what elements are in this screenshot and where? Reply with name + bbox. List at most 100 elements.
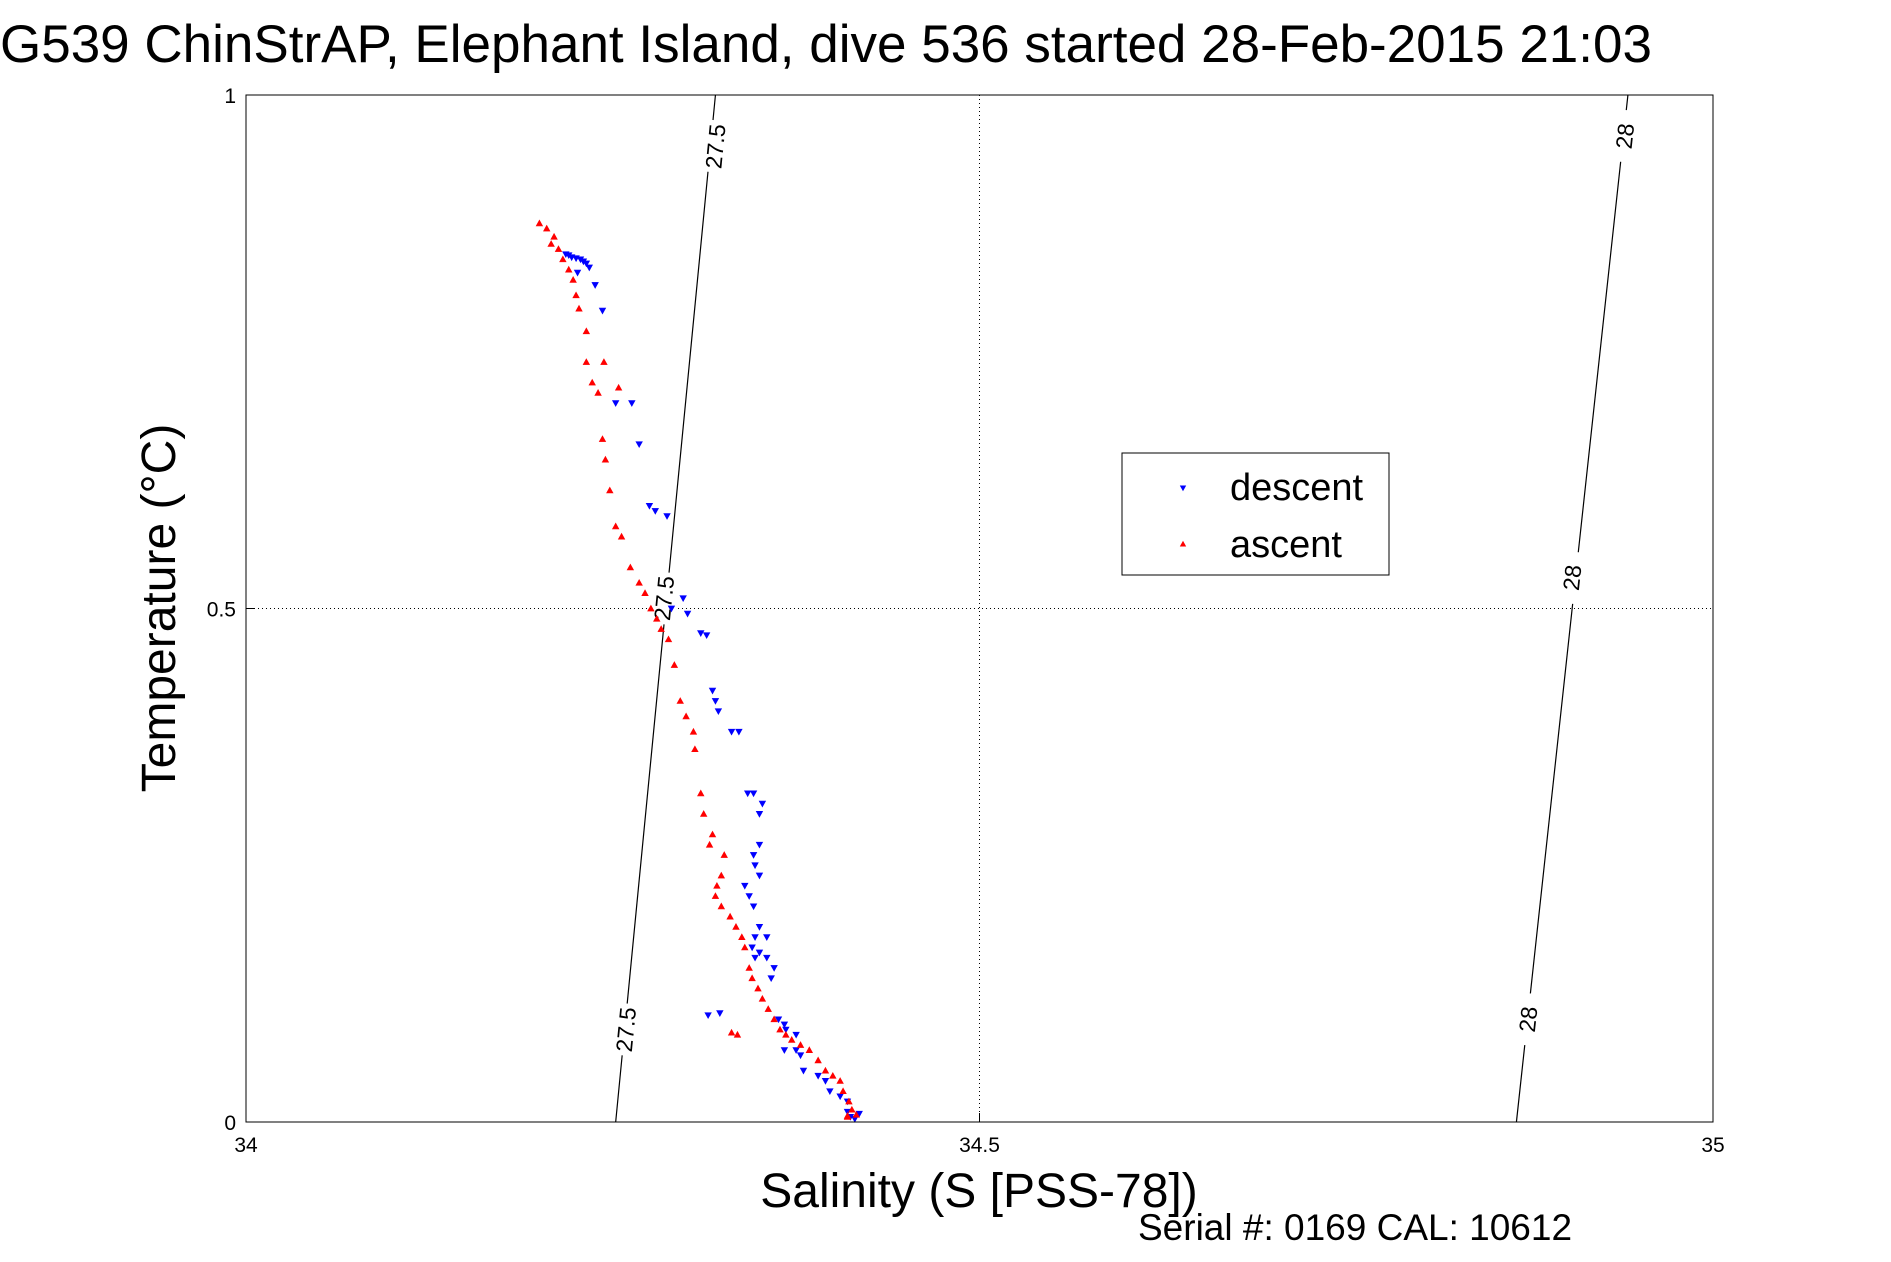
isopycnal-line [1515, 94, 1629, 1123]
ascent-point [689, 727, 698, 735]
ascent-point [647, 604, 655, 612]
descent-point [749, 852, 758, 859]
descent-point [814, 1072, 822, 1080]
ascent-point [776, 1025, 784, 1033]
ascent-point [582, 327, 591, 335]
descent-point [755, 949, 764, 957]
descent-point [763, 934, 771, 941]
descent-point [770, 965, 778, 972]
descent-point [774, 1016, 783, 1024]
descent-point [767, 975, 775, 983]
isopycnal-label: 28 [1611, 122, 1640, 150]
isopycnal-label: 27.5 [611, 1006, 641, 1053]
ascent-point [836, 1077, 844, 1084]
ascent-point [713, 881, 721, 889]
descent-point [635, 441, 643, 448]
y-tick-label: 1 [224, 85, 236, 108]
descent-point [741, 882, 749, 890]
ascent-point [821, 1066, 830, 1074]
ascent-point [805, 1046, 814, 1053]
isopycnal-label-group: 28 [1511, 991, 1545, 1047]
isopycnal-label-bg [1555, 550, 1589, 606]
axis-ticks: 34 34.5 35 0 0.5 1 [207, 85, 1725, 1157]
ascent-point [829, 1071, 837, 1079]
data-points [535, 219, 863, 1123]
isopycnal-label-group: 28 [1555, 550, 1589, 606]
isopycnal-label-bg [1511, 991, 1545, 1047]
ascent-point [550, 232, 558, 240]
descent-point [585, 264, 593, 272]
descent-point [749, 790, 758, 798]
descent-point [598, 307, 607, 315]
descent-point [751, 934, 759, 941]
ascent-point [554, 245, 563, 252]
descent-point [727, 728, 736, 736]
x-tick-label: 34 [234, 1134, 258, 1157]
ascent-point [657, 625, 665, 632]
ascent-point [796, 1041, 805, 1048]
ascent-point [598, 435, 607, 442]
ascent-point [708, 830, 717, 838]
descent-point [745, 893, 753, 900]
chart-title: G539 ChinStrAP, Elephant Island, dive 53… [0, 15, 1652, 74]
ascent-point [732, 923, 740, 930]
descent-point [645, 502, 654, 510]
descent-point [573, 269, 582, 277]
ascent-point [738, 933, 746, 940]
ascent-point [575, 304, 583, 312]
isopycnal-label-bg [1608, 108, 1642, 164]
series-ascent [535, 219, 860, 1120]
ascent-point [653, 614, 661, 622]
descent-point [792, 1031, 800, 1039]
ascent-point [788, 1036, 796, 1043]
ascent-point [543, 224, 551, 232]
descent-point [714, 708, 723, 716]
isopycnal-label-group: 28 [1608, 108, 1642, 164]
descent-point [744, 790, 752, 798]
isopycnal-label-group: 27.5 [698, 119, 732, 174]
ascent-point [711, 892, 720, 899]
ascent-point [664, 635, 673, 643]
ascent-point [845, 1097, 853, 1105]
ascent-point [641, 589, 649, 596]
ascent-point [617, 532, 626, 540]
ascent-point [611, 522, 620, 530]
ascent-point [569, 276, 577, 283]
ascent-point [676, 697, 684, 704]
ascent-point [582, 358, 591, 365]
isopycnal-label-bg [698, 119, 732, 174]
descent-point [799, 1067, 808, 1075]
descent-point [735, 728, 743, 736]
descent-point [755, 811, 764, 818]
descent-point [716, 1010, 724, 1017]
ascent-point [600, 358, 608, 365]
descent-point [749, 903, 758, 911]
ascent-point [565, 265, 573, 273]
x-axis-label: Salinity (S [PSS-78]) [760, 1165, 1197, 1218]
descent-point [679, 595, 687, 603]
ascent-point [682, 712, 690, 720]
ascent-point [601, 455, 610, 463]
descent-point [780, 1047, 789, 1054]
y-axis-label: Temperature (°C) [133, 424, 186, 793]
ascent-point [814, 1056, 822, 1064]
ascent-point [727, 1028, 736, 1036]
descent-point [651, 508, 660, 515]
ascent-point [741, 943, 749, 951]
ascent-point [754, 984, 762, 992]
isopycnal-label-group: 27.5 [609, 1002, 643, 1057]
ascent-point [852, 1110, 860, 1118]
ascent-point [626, 563, 635, 571]
descent-point [711, 698, 720, 705]
legend-label-ascent: ascent [1230, 524, 1342, 566]
x-tick-label: 34.5 [959, 1134, 1000, 1157]
legend-box [1121, 452, 1390, 576]
ascent-point [670, 661, 679, 668]
ascent-point [614, 383, 623, 391]
legend-marker-ascent [1179, 540, 1187, 547]
descent-point [611, 400, 620, 407]
descent-point [591, 282, 599, 289]
ascent-point [635, 579, 643, 586]
isopycnal-label: 27.5 [649, 575, 679, 622]
isopycnal-label: 28 [1558, 564, 1587, 592]
